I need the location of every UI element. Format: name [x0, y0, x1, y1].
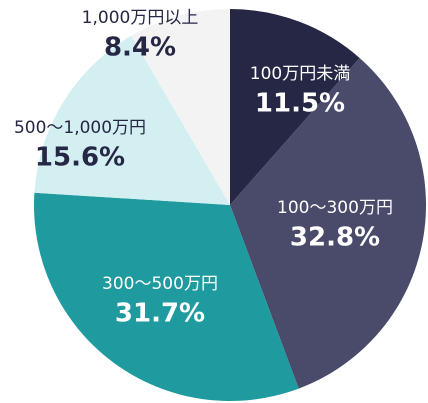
pie-slice [33, 192, 299, 401]
slice-percent: 11.5% [255, 89, 345, 119]
slice-percent: 8.4% [104, 33, 176, 63]
slice-name: 300〜500万円 [102, 274, 218, 294]
slice-name: 1,000万円以上 [82, 8, 199, 28]
pie-slice [230, 57, 426, 389]
slice-percent: 15.6% [35, 143, 125, 173]
slice-percent: 32.8% [290, 223, 380, 253]
slice-percent: 31.7% [115, 299, 205, 329]
pie-slice [131, 8, 230, 205]
slice-name: 500〜1,000万円 [14, 118, 146, 138]
pie-slice [230, 9, 360, 205]
slice-name: 100〜300万円 [277, 198, 393, 218]
pie-slice [34, 35, 230, 206]
slice-name: 100万円未満 [250, 64, 350, 84]
